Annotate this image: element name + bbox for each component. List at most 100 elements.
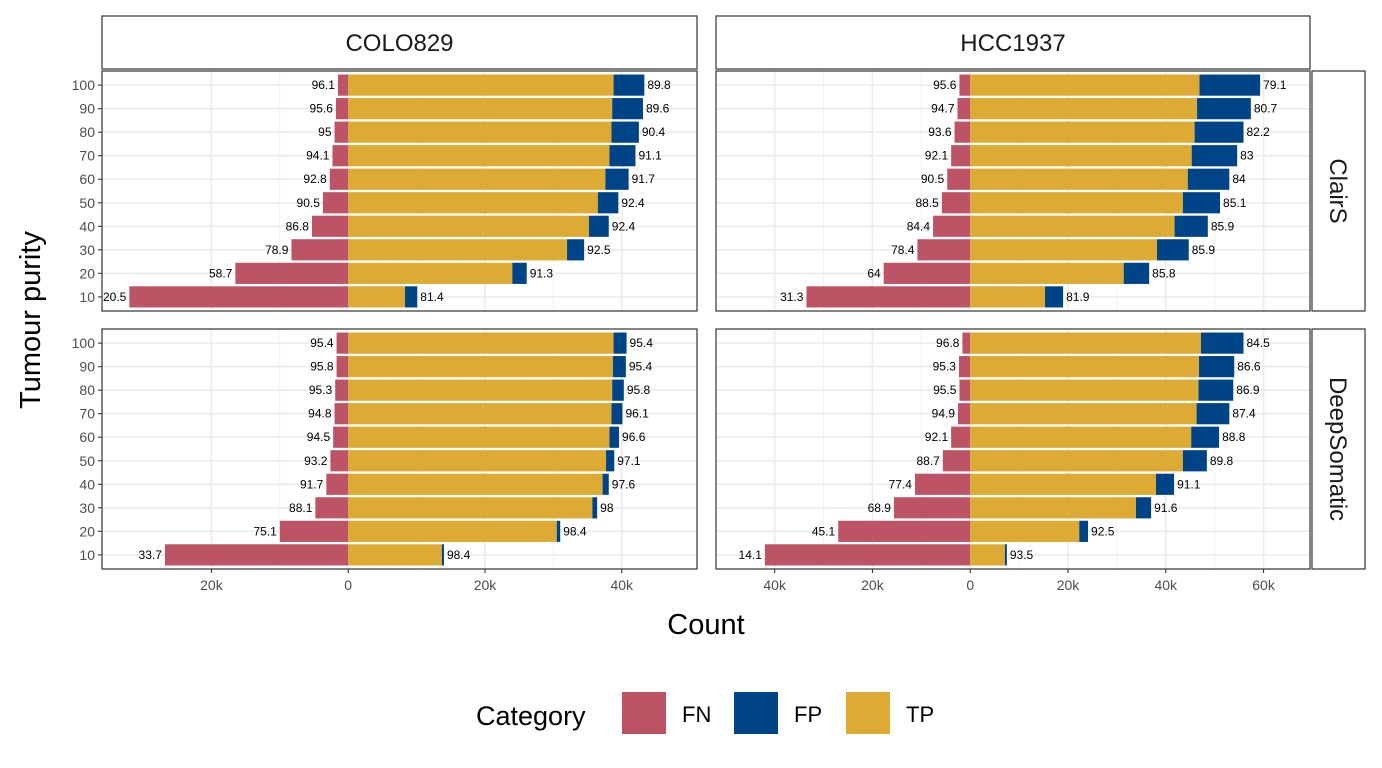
bar-tp — [348, 121, 612, 143]
y-tick-label: 100 — [72, 77, 96, 93]
bar-fp — [612, 379, 624, 401]
bar-fp — [611, 403, 623, 425]
y-tick-label: 70 — [79, 148, 95, 164]
y-tick-label: 50 — [79, 195, 95, 211]
bar-fp — [612, 356, 626, 378]
recall-label: 88.7 — [916, 454, 940, 468]
y-tick-label: 10 — [79, 547, 95, 563]
recall-label: 14.1 — [739, 548, 763, 562]
bar-fn — [334, 403, 349, 425]
recall-label: 78.4 — [891, 243, 915, 257]
legend-swatch-tp — [846, 692, 890, 734]
precision-label: 92.5 — [1091, 524, 1115, 538]
bar-tp — [970, 544, 1005, 566]
y-tick-label: 50 — [79, 453, 95, 469]
x-tick-label: 40k — [1154, 577, 1178, 593]
recall-label: 88.5 — [916, 196, 940, 210]
precision-label: 92.5 — [587, 243, 611, 257]
precision-label: 85.9 — [1211, 219, 1235, 233]
precision-label: 84.5 — [1247, 336, 1271, 350]
facet-strip-label: COLO829 — [345, 30, 453, 57]
bar-tp — [970, 121, 1195, 143]
y-tick-label: 80 — [79, 124, 95, 140]
bar-fp — [611, 121, 639, 143]
bar-tp — [970, 356, 1200, 378]
bar-fn — [951, 426, 971, 448]
bar-fp — [1004, 544, 1007, 566]
x-tick-label: 60k — [1252, 577, 1276, 593]
precision-label: 98 — [600, 501, 614, 515]
bar-fp — [404, 286, 418, 308]
recall-label: 86.8 — [286, 219, 310, 233]
recall-label: 45.1 — [812, 524, 836, 538]
bar-tp — [348, 356, 613, 378]
bar-tp — [970, 192, 1183, 214]
legend-label-fp: FP — [794, 702, 822, 727]
precision-label: 98.4 — [563, 524, 587, 538]
facet-strip-clairs: ClairS — [1311, 70, 1366, 312]
bar-tp — [970, 379, 1199, 401]
bar-tp — [970, 74, 1200, 96]
bar-fp — [612, 98, 643, 120]
bar-tp — [348, 145, 610, 167]
y-tick-label: 100 — [72, 335, 96, 351]
x-tick-label: 20k — [200, 577, 224, 593]
bar-tp — [348, 473, 603, 495]
recall-label: 95.6 — [310, 102, 334, 116]
panel-colo829-deepsomatic: 33.7 98.4 75.1 98.4 88.1 98 91.7 97.6 93.2 97.1 94… — [72, 328, 698, 593]
y-axis-title: Tumour purity — [15, 231, 47, 409]
recall-label: 94.5 — [307, 430, 331, 444]
bar-tp — [348, 98, 613, 120]
bar-fp — [1191, 426, 1220, 448]
x-tick-label: 40k — [610, 577, 634, 593]
bar-tp — [348, 544, 442, 566]
precision-label: 91.6 — [1154, 501, 1178, 515]
bar-fn — [335, 98, 349, 120]
bar-fp — [1199, 356, 1235, 378]
bar-fp — [1196, 403, 1230, 425]
x-tick-label: 20k — [861, 577, 885, 593]
bar-fp — [606, 450, 615, 472]
precision-label: 96.1 — [625, 407, 649, 421]
bar-fp — [1182, 192, 1221, 214]
bar-fp — [588, 215, 609, 237]
bar-fp — [1199, 74, 1261, 96]
recall-label: 94.9 — [932, 407, 956, 421]
recall-label: 95.3 — [933, 360, 957, 374]
bar-tp — [348, 497, 593, 519]
bar-fp — [567, 239, 585, 261]
bar-fn — [291, 239, 349, 261]
precision-label: 91.3 — [530, 266, 554, 280]
bar-fp — [1182, 450, 1207, 472]
bar-fp — [1174, 215, 1208, 237]
recall-label: 31.3 — [780, 290, 804, 304]
bar-tp — [970, 98, 1198, 120]
precision-label: 92.4 — [621, 196, 645, 210]
bar-fn — [917, 239, 971, 261]
bar-tp — [970, 239, 1157, 261]
precision-label: 85.8 — [1152, 266, 1176, 280]
recall-label: 91.7 — [300, 477, 324, 491]
bar-tp — [970, 497, 1136, 519]
precision-label: 84 — [1232, 172, 1246, 186]
facet-strip-label: ClairS — [1324, 158, 1351, 223]
bar-fn — [129, 286, 349, 308]
recall-label: 68.9 — [868, 501, 892, 515]
bar-tp — [348, 74, 614, 96]
bar-tp — [970, 473, 1156, 495]
y-tick-label: 30 — [79, 242, 95, 258]
y-tick-label: 20 — [79, 265, 95, 281]
bar-fn — [326, 473, 349, 495]
precision-label: 95.4 — [630, 336, 654, 350]
bar-fp — [613, 332, 627, 354]
x-tick-label: 0 — [344, 577, 352, 593]
bar-fn — [322, 192, 349, 214]
y-tick-label: 90 — [79, 359, 95, 375]
bar-fn — [947, 168, 971, 190]
y-tick-label: 90 — [79, 101, 95, 117]
bar-fp — [602, 473, 609, 495]
bar-fn — [893, 497, 971, 519]
bar-fp — [441, 544, 444, 566]
recall-label: 33.7 — [139, 548, 163, 562]
